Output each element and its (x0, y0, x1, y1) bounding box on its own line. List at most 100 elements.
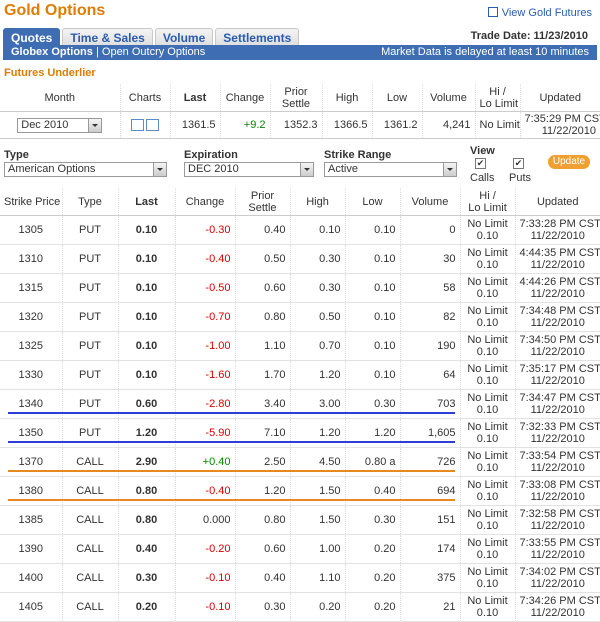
futures-link-text[interactable]: View Gold Futures (502, 7, 592, 19)
expiration-select[interactable]: DEC 2010 (184, 162, 314, 177)
tab[interactable]: Time & Sales (62, 28, 152, 46)
cell: 190 (400, 332, 460, 361)
cell: -1.00 (175, 332, 235, 361)
cell-text: 11/22/2010 (531, 491, 585, 503)
cell: 1400 (0, 564, 62, 593)
cell-text: -0.10 (205, 572, 230, 584)
cell-text: 1390 (19, 543, 43, 555)
cell-text: 1340 (19, 398, 43, 410)
cell-text: 0.10 (136, 224, 157, 236)
cell: 1361.5 (170, 112, 220, 139)
cell-text: 0.10 (374, 253, 395, 265)
cell: 0.80 (118, 477, 175, 506)
calls-checkbox[interactable]: ✔ (475, 158, 486, 169)
cell-text: 1.20 (319, 427, 340, 439)
cell: +9.2 (220, 112, 270, 139)
cell: CALL (62, 564, 118, 593)
cell-text: 0.50 (264, 253, 285, 265)
update-button[interactable]: Update (548, 155, 590, 169)
cell-text: 7:34:47 PM CST (520, 392, 600, 404)
cell: 1.10 (290, 564, 345, 593)
tab[interactable]: Quotes (3, 28, 60, 46)
cell-text: -0.40 (205, 485, 230, 497)
type-select[interactable]: American Options (4, 162, 167, 177)
cell-text: 0.40 (136, 543, 157, 555)
cell-text: 0.10 (136, 369, 157, 381)
cell-text: 0.10 (136, 253, 157, 265)
cell-text: No Limit (467, 566, 507, 578)
cell-text: 0.20 (374, 601, 395, 613)
puts-checkbox[interactable]: ✔ (513, 158, 524, 169)
header-text: Change (226, 92, 265, 104)
cell: 1.20 (290, 361, 345, 390)
column-header: Updated (515, 188, 600, 216)
tab[interactable]: Settlements (215, 28, 299, 46)
cell: 1310 (0, 245, 62, 274)
cell-text: 0.80 (264, 514, 285, 526)
column-header: Charts (120, 84, 170, 112)
cell-text: 58 (443, 282, 455, 294)
cell-text: 1.50 (319, 485, 340, 497)
subtab[interactable]: Globex Options (11, 46, 93, 58)
cell-text: 0.20 (374, 543, 395, 555)
tab[interactable]: Volume (155, 28, 213, 46)
cell-text: 1305 (19, 224, 43, 236)
cell-text: 0.10 (477, 549, 498, 561)
cell: 0.80 (118, 506, 175, 535)
cell: CALL (62, 535, 118, 564)
cell: 0.000 (175, 506, 235, 535)
header-text: Settle (282, 98, 310, 110)
cell-text: 0.30 (319, 282, 340, 294)
column-header: High (322, 84, 372, 112)
cell: -0.40 (175, 477, 235, 506)
header-text: Prior (284, 86, 307, 98)
cell: 0.10 (118, 245, 175, 274)
cell: 0.30 (235, 593, 290, 622)
cell-text: 0.80 (136, 514, 157, 526)
futures-link[interactable]: View Gold Futures (488, 7, 592, 19)
cell-text: 1.20 (264, 485, 285, 497)
checkbox-label: Puts (509, 172, 531, 184)
cell-text: 1.20 (374, 427, 395, 439)
cell-text: 64 (443, 369, 455, 381)
strike-select[interactable]: Active (324, 162, 457, 177)
chart-icon[interactable] (131, 119, 144, 131)
cell-text: +0.40 (203, 456, 231, 468)
chart-icon[interactable] (146, 119, 159, 131)
month-select[interactable]: Dec 2010 (17, 118, 102, 133)
cell-text: 0.60 (264, 543, 285, 555)
header-text: Low (387, 92, 407, 104)
cell: 0.10 (118, 216, 175, 245)
cell-text: 190 (437, 340, 455, 352)
subtab[interactable]: Open Outcry Options (102, 46, 205, 58)
column-header: Hi /Lo Limit (460, 188, 515, 216)
cell: 1370 (0, 448, 62, 477)
cell-text: 0.10 (477, 491, 498, 503)
cell: -0.10 (175, 593, 235, 622)
cell: Dec 2010 (0, 112, 120, 139)
cell-text: 1352.3 (284, 119, 318, 131)
column-header: Last (118, 188, 175, 216)
cell: -0.30 (175, 216, 235, 245)
cell: CALL (62, 448, 118, 477)
link-icon (488, 7, 498, 17)
cell: 0.30 (290, 245, 345, 274)
column-header: Volume (422, 84, 475, 112)
cell-text: 0.70 (319, 340, 340, 352)
cell-text: PUT (79, 224, 101, 236)
cell-text: PUT (79, 340, 101, 352)
column-header: Change (175, 188, 235, 216)
cell-text: 7:34:50 PM CST (520, 334, 600, 346)
cell-text: 703 (437, 398, 455, 410)
cell-text: 0.10 (477, 607, 498, 619)
